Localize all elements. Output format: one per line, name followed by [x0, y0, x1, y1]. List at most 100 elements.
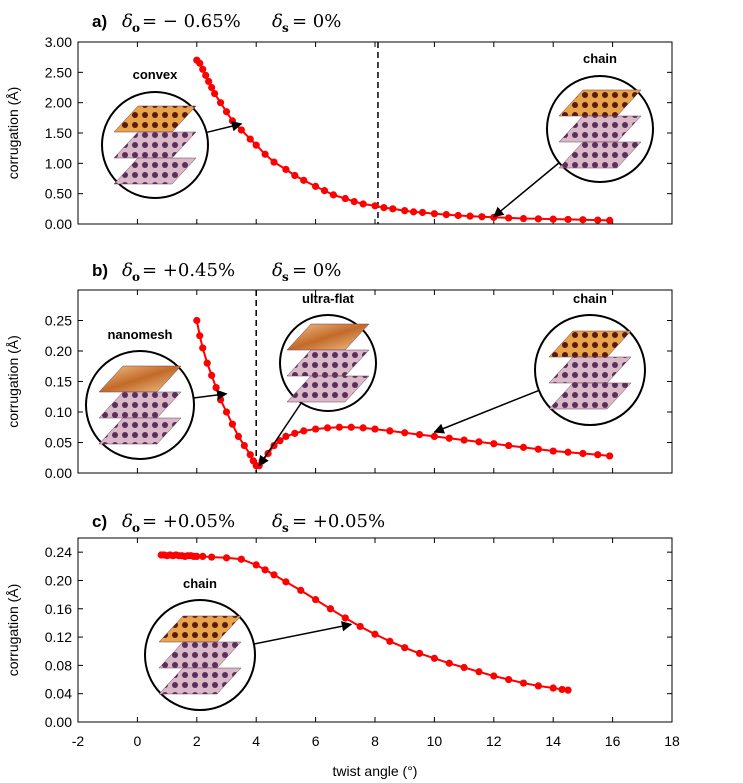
- panel-label: c): [92, 512, 107, 531]
- data-point: [246, 135, 254, 143]
- data-point: [222, 408, 231, 416]
- inset-chain: chain: [492, 51, 654, 218]
- data-point: [228, 117, 237, 125]
- y-axis-label: corrugation (Å): [5, 335, 21, 428]
- data-point: [356, 622, 364, 631]
- y-tick-label: 0.20: [45, 343, 72, 359]
- data-point: [320, 187, 329, 195]
- y-tick-label: 2.50: [45, 64, 72, 80]
- y-tick-label: 0.00: [45, 714, 72, 730]
- data-point: [534, 215, 542, 223]
- data-point: [193, 552, 201, 561]
- y-tick-label: 0.24: [45, 544, 72, 560]
- data-point: [415, 649, 424, 657]
- data-point: [347, 423, 355, 431]
- delta-o-value: = +0.45%: [142, 260, 235, 281]
- data-point: [579, 449, 587, 458]
- data-point: [359, 424, 367, 432]
- data-point: [270, 571, 278, 579]
- data-point: [276, 437, 284, 445]
- data-point: [199, 344, 207, 352]
- data-point: [312, 182, 320, 190]
- inset-ultra-flat: ultra-flat: [258, 291, 377, 467]
- inset-label: chain: [573, 291, 607, 306]
- data-point: [282, 432, 290, 440]
- data-point: [519, 214, 528, 223]
- data-point: [208, 553, 216, 561]
- data-point: [222, 108, 231, 116]
- inset-0-0-layer-2: [113, 157, 197, 185]
- data-point: [196, 59, 204, 67]
- data-point: [371, 202, 379, 210]
- data-point: [594, 451, 602, 459]
- panel-2-title: c) δ o = +0.05% δ s = +0.05%: [92, 511, 385, 535]
- data-point: [475, 668, 483, 676]
- data-point: [261, 566, 269, 574]
- inset-1-1-layer-2: [286, 375, 370, 403]
- data-point: [282, 578, 290, 586]
- y-axis-label: corrugation (Å): [5, 584, 21, 677]
- data-point: [300, 176, 308, 184]
- data-point: [297, 586, 305, 594]
- data-point: [252, 141, 260, 149]
- data-point: [466, 212, 474, 220]
- data-point: [519, 679, 528, 687]
- inset-1-0-layer-2: [98, 417, 182, 445]
- delta-s-symbol: δ: [272, 260, 283, 281]
- data-point: [341, 194, 349, 203]
- y-tick-label: 0.25: [45, 313, 72, 329]
- data-point: [270, 158, 278, 166]
- inset-arrow: [193, 389, 228, 401]
- data-point: [505, 214, 513, 222]
- data-point: [199, 65, 207, 73]
- data-point: [454, 211, 462, 220]
- panel-2: c) δ o = +0.05% δ s = +0.05%0.000.040.080.120.…: [5, 511, 680, 779]
- data-point: [341, 614, 349, 622]
- inset-nanomesh: nanomesh: [85, 327, 228, 460]
- data-point: [228, 420, 237, 428]
- data-point: [549, 684, 557, 692]
- data-point: [442, 210, 450, 219]
- data-point: [300, 427, 308, 435]
- data-point: [445, 434, 453, 442]
- delta-s-symbol: δ: [272, 11, 283, 32]
- data-point: [505, 441, 513, 450]
- delta-s-subscript: s: [282, 521, 289, 535]
- data-point: [564, 215, 572, 224]
- data-point: [401, 207, 409, 215]
- y-tick-label: 0.10: [45, 404, 72, 420]
- data-point: [312, 595, 320, 604]
- data-point: [415, 430, 424, 439]
- y-tick-label: 2.00: [45, 95, 72, 111]
- delta-s-value: = 0%: [292, 260, 341, 281]
- data-point: [549, 447, 557, 455]
- data-point: [216, 396, 225, 404]
- data-point: [564, 686, 572, 694]
- data-point: [371, 630, 379, 638]
- data-point: [490, 440, 498, 448]
- data-point: [475, 438, 483, 446]
- delta-s-subscript: s: [282, 21, 289, 35]
- data-point: [606, 452, 614, 460]
- delta-o-symbol: δ: [122, 260, 133, 281]
- data-point: [237, 555, 245, 563]
- data-point: [261, 150, 269, 158]
- inset-label: chain: [583, 51, 617, 66]
- y-tick-label: 1.00: [45, 155, 72, 171]
- data-point: [202, 71, 210, 79]
- data-point: [252, 561, 260, 569]
- inset-arrow: [253, 621, 353, 645]
- inset-arrow: [258, 402, 302, 467]
- data-point: [212, 384, 220, 392]
- delta-s-subscript: s: [282, 270, 289, 284]
- inset-label: nanomesh: [107, 327, 172, 342]
- data-point: [478, 213, 486, 221]
- data-point: [199, 552, 207, 561]
- delta-s-value: = 0%: [292, 11, 341, 32]
- data-point: [326, 605, 335, 613]
- inset-label: chain: [183, 576, 217, 591]
- y-tick-label: 0.05: [45, 435, 72, 451]
- data-point: [418, 208, 427, 217]
- data-point: [208, 371, 216, 379]
- panel-0-title: a) δ o = − 0.65% δ s = 0%: [92, 11, 341, 35]
